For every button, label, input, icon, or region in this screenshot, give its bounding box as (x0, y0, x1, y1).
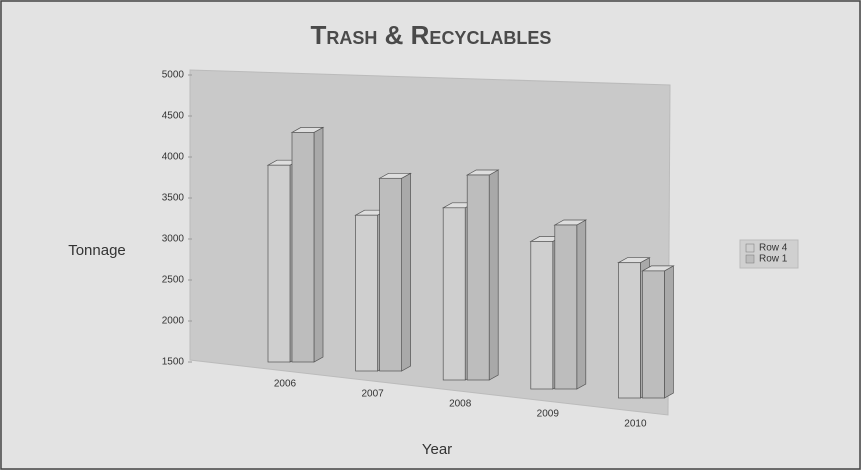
bar (618, 262, 641, 399)
bar-side (576, 219, 587, 390)
bar (530, 241, 554, 390)
y-tick-label: 1500 (162, 357, 185, 368)
x-tick-label: 2009 (537, 409, 560, 420)
y-axis-label: Tonnage (68, 242, 126, 259)
bar (642, 270, 665, 399)
bar (554, 224, 578, 390)
y-tick-label: 3500 (162, 193, 185, 204)
bar-side (664, 265, 674, 399)
legend-label: Row 4 (759, 243, 788, 254)
bar-side (488, 169, 499, 381)
y-tick-label: 5000 (162, 70, 185, 81)
y-tick-label: 4500 (162, 111, 185, 122)
bar (442, 207, 466, 381)
x-tick-label: 2008 (449, 399, 472, 410)
bar-side (313, 126, 324, 363)
x-axis-label: Year (422, 441, 452, 458)
bar (267, 164, 291, 363)
legend-label: Row 1 (759, 254, 788, 265)
chart-title: Trash & Recyclables (311, 20, 552, 50)
x-tick-label: 2007 (361, 389, 384, 400)
legend-swatch (745, 243, 755, 253)
y-tick-label: 3000 (162, 234, 185, 245)
plot-back-panel (189, 69, 671, 416)
x-tick-label: 2010 (624, 419, 647, 430)
y-tick-label: 4000 (162, 152, 185, 163)
bar (379, 177, 402, 372)
legend-swatch (745, 254, 755, 264)
bar-side (401, 172, 411, 372)
bar (466, 174, 490, 381)
y-tick-label: 2500 (162, 275, 185, 286)
bar (355, 214, 378, 372)
y-tick-label: 2000 (162, 316, 185, 327)
x-tick-label: 2006 (274, 379, 297, 390)
bar (291, 132, 315, 363)
